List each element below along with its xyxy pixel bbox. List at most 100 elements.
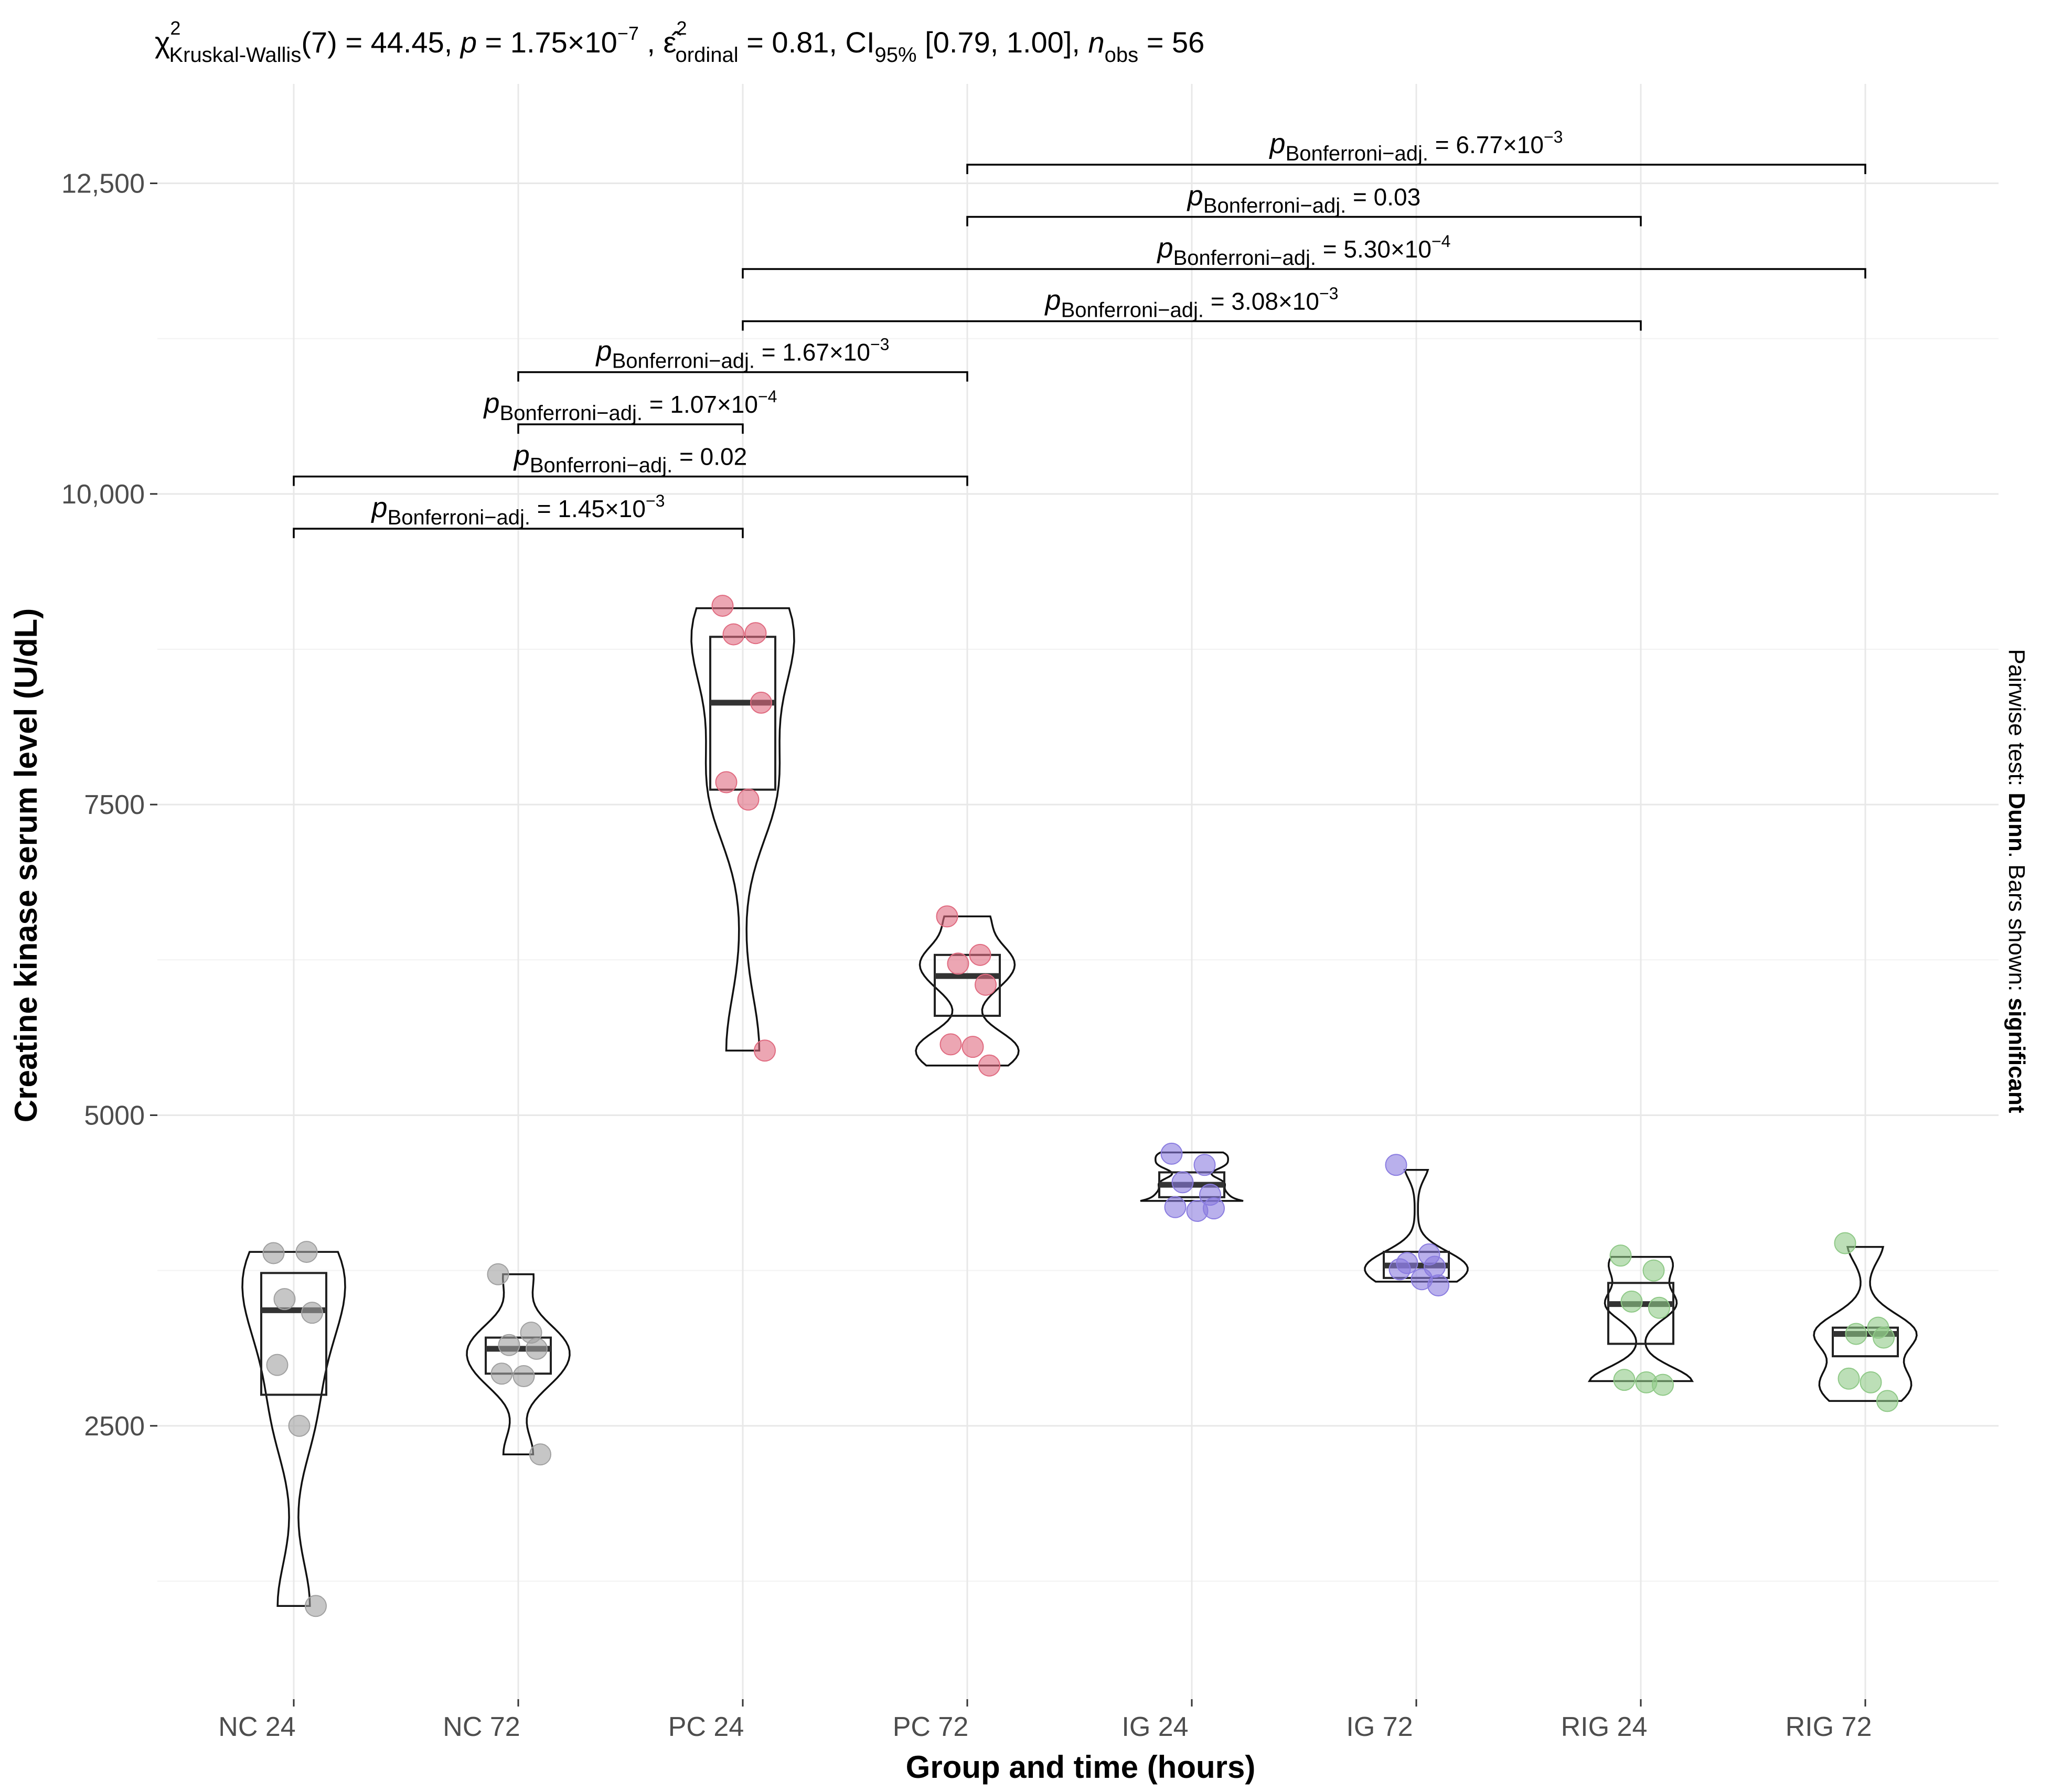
p-value: = 0.02 — [672, 443, 747, 470]
data-point — [936, 905, 958, 928]
bracket-label: pBonferroni−adj. = 0.02 — [513, 440, 747, 477]
p-symbol: p — [595, 336, 612, 367]
data-point — [975, 973, 997, 996]
comparison-bracket: pBonferroni−adj. = 6.77×10−3 — [966, 127, 1866, 174]
data-point — [1648, 1296, 1670, 1319]
data-point — [295, 1241, 318, 1263]
group-pc-24 — [690, 595, 795, 1062]
p-symbol: p — [1187, 180, 1203, 212]
data-point — [711, 595, 734, 617]
p-subscript: Bonferroni−adj. — [1203, 195, 1346, 218]
y-tick-label: 7500 — [84, 790, 145, 820]
data-point — [969, 943, 991, 966]
data-point — [301, 1302, 323, 1324]
bracket-line — [966, 216, 1642, 227]
bracket-label: pBonferroni−adj. = 1.67×10−3 — [595, 335, 890, 373]
data-point — [526, 1337, 548, 1360]
p-subscript: Bonferroni−adj. — [1286, 142, 1428, 165]
data-point — [490, 1362, 513, 1385]
data-point — [715, 771, 738, 793]
x-tick-label: RIG 72 — [1786, 1712, 1872, 1742]
group-nc-72 — [466, 1263, 571, 1466]
bracket-line — [293, 528, 744, 539]
bracket-label: pBonferroni−adj. = 1.07×10−4 — [483, 387, 777, 425]
data-point — [1620, 1290, 1643, 1313]
data-point — [1652, 1373, 1674, 1396]
p-subscript: Bonferroni−adj. — [1061, 299, 1204, 322]
p-value: = 3.08×10 — [1204, 288, 1319, 315]
data-point — [288, 1414, 311, 1437]
data-point — [266, 1354, 289, 1376]
bracket-line — [966, 164, 1866, 174]
data-point — [1642, 1259, 1665, 1282]
p-subscript: Bonferroni−adj. — [388, 506, 530, 529]
p-value: = 1.67×10 — [755, 339, 870, 366]
x-tick-label: IG 24 — [1121, 1712, 1188, 1742]
data-point — [754, 1039, 776, 1062]
data-point — [1427, 1274, 1449, 1297]
bracket-line — [517, 423, 744, 434]
p-subscript: Bonferroni−adj. — [530, 454, 672, 477]
x-tick-label: NC 72 — [443, 1712, 520, 1742]
data-point — [750, 691, 772, 714]
p-symbol: p — [1269, 128, 1286, 159]
group-nc-24 — [241, 1241, 346, 1617]
comparison-bracket: pBonferroni−adj. = 0.02 — [293, 440, 968, 486]
comparison-bracket: pBonferroni−adj. = 5.30×10−4 — [742, 232, 1866, 279]
data-point — [1193, 1154, 1216, 1176]
group-ig-24 — [1140, 1142, 1244, 1222]
x-tick-label: IG 72 — [1346, 1712, 1413, 1742]
data-point — [1838, 1367, 1860, 1390]
y-tick-label: 10,000 — [61, 479, 145, 510]
chart-stats-title: χ2 Kruskal-Wallis(7) = 44.45, p = 1.75×10… — [155, 17, 1204, 67]
p-value: = 0.03 — [1346, 184, 1420, 211]
y-tick-label: 5000 — [84, 1100, 145, 1131]
p-exponent: −3 — [1544, 127, 1563, 146]
x-tick-label: PC 72 — [893, 1712, 969, 1742]
y-tick-label: 12,500 — [61, 169, 145, 199]
x-tick-label: PC 24 — [668, 1712, 744, 1742]
p-subscript: Bonferroni−adj. — [500, 402, 643, 425]
data-point — [737, 788, 760, 811]
data-point — [722, 623, 745, 646]
data-point — [947, 952, 969, 975]
p-subscript: Bonferroni−adj. — [612, 350, 755, 373]
p-exponent: −4 — [758, 387, 777, 406]
comparison-bracket: pBonferroni−adj. = 1.07×10−4 — [483, 387, 777, 434]
data-point — [498, 1334, 520, 1356]
group-rig-72 — [1813, 1232, 1918, 1412]
p-value: = 6.77×10 — [1428, 131, 1544, 158]
comparison-bracket: pBonferroni−adj. = 0.03 — [966, 180, 1642, 227]
comparison-bracket: pBonferroni−adj. = 1.45×10−3 — [293, 491, 744, 539]
data-point — [1876, 1390, 1898, 1412]
p-symbol: p — [483, 388, 500, 419]
data-point — [939, 1033, 962, 1056]
data-point — [744, 622, 767, 645]
data-point — [978, 1054, 1000, 1077]
data-point — [487, 1263, 509, 1285]
grid — [157, 84, 1999, 1699]
group-rig-24 — [1587, 1244, 1694, 1396]
box-iqr — [934, 953, 1001, 1017]
p-symbol: p — [1157, 232, 1173, 264]
bracket-label: pBonferroni−adj. = 5.30×10−4 — [1157, 232, 1451, 270]
p-exponent: −3 — [646, 491, 665, 510]
p-subscript: Bonferroni−adj. — [1173, 246, 1316, 270]
data-point — [1613, 1369, 1636, 1391]
pairwise-caption: Pairwise test: Dunn. Bars shown: signifi… — [2004, 649, 2029, 1113]
data-point — [962, 1036, 984, 1058]
p-exponent: −3 — [1319, 284, 1338, 303]
box-iqr — [1607, 1282, 1674, 1345]
x-tick-label: NC 24 — [218, 1712, 295, 1742]
box-iqr — [260, 1272, 327, 1396]
violin-outline — [241, 1251, 346, 1607]
x-axis-title: Group and time (hours) — [906, 1750, 1256, 1785]
p-value: = 5.30×10 — [1316, 235, 1432, 263]
box-iqr — [1832, 1326, 1899, 1358]
p-symbol: p — [1044, 285, 1061, 316]
bracket-label: pBonferroni−adj. = 6.77×10−3 — [1269, 127, 1563, 165]
bracket-label: pBonferroni−adj. = 1.45×10−3 — [371, 491, 665, 529]
data-point — [512, 1365, 535, 1387]
p-exponent: −4 — [1432, 232, 1450, 251]
group-ig-72 — [1364, 1154, 1469, 1297]
